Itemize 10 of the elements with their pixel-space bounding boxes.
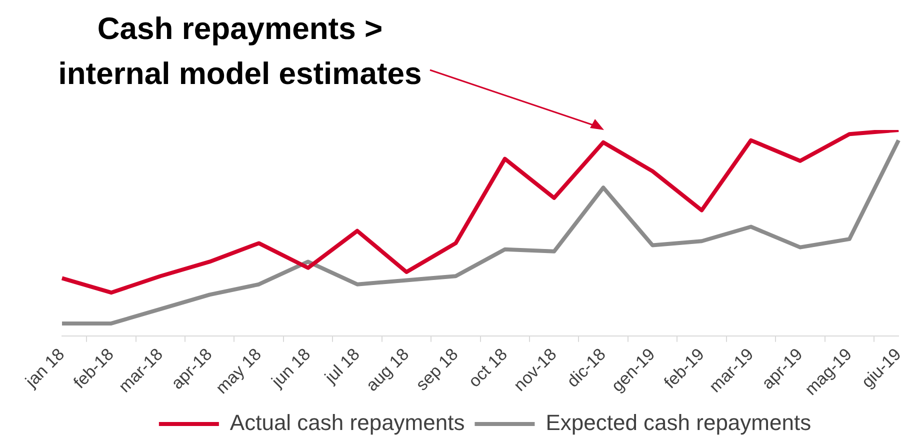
x-tick-label: sep 18 xyxy=(412,344,462,394)
chart-title: Cash repayments > internal model estimates xyxy=(57,10,423,93)
x-tick-label: aug 18 xyxy=(362,344,413,395)
x-tick-label: jun 18 xyxy=(267,344,314,392)
x-tick-label: jul 18 xyxy=(320,344,364,388)
legend-label: Actual cash repayments xyxy=(230,410,465,436)
x-tick-label: oct 18 xyxy=(464,344,512,391)
x-tick-label: jan 18 xyxy=(21,344,68,392)
legend-label: Expected cash repayments xyxy=(546,410,812,436)
x-tick-label: may 18 xyxy=(212,344,265,398)
